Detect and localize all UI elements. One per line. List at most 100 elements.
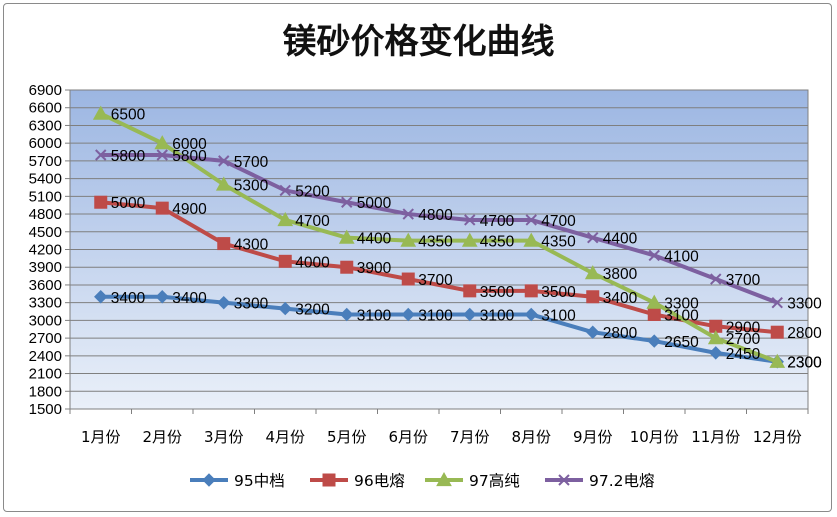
data-point — [769, 353, 786, 368]
legend-marker — [322, 473, 336, 487]
y-tick-label: 3000 — [29, 312, 62, 329]
x-tick-label: 12月份 — [753, 428, 802, 446]
data-point — [215, 176, 232, 191]
x-tick-label: 1月份 — [81, 428, 121, 446]
data-label: 5300 — [234, 178, 269, 195]
data-label: 5800 — [111, 148, 146, 165]
data-label: 3700 — [418, 272, 453, 289]
y-tick-label: 1800 — [29, 383, 62, 400]
data-point — [646, 294, 663, 309]
data-point — [340, 307, 354, 322]
x-tick-label: 7月份 — [450, 428, 490, 446]
data-label: 3300 — [234, 296, 269, 313]
data-label: 3400 — [172, 290, 207, 307]
legend-item: 96电熔 — [310, 472, 405, 490]
data-point — [94, 195, 108, 209]
y-tick-label: 6900 — [29, 82, 62, 99]
y-tick-label: 4500 — [29, 224, 62, 241]
data-point — [647, 334, 661, 348]
data-label: 4000 — [295, 254, 330, 271]
legend-marker — [558, 474, 570, 486]
legend-label: 97高纯 — [469, 472, 520, 490]
data-point — [218, 155, 230, 167]
data-point — [770, 325, 784, 339]
series-3 — [92, 105, 786, 368]
series-4 — [95, 149, 783, 309]
data-point — [464, 214, 476, 226]
x-tick-label: 5月份 — [327, 428, 367, 446]
legend-marker — [436, 471, 452, 487]
data-point — [277, 211, 294, 227]
x-tick-label: 11月份 — [691, 428, 740, 446]
data-point — [94, 290, 108, 304]
x-tick-label: 10月份 — [630, 428, 679, 446]
data-point — [400, 232, 417, 247]
y-tick-label: 2700 — [29, 330, 62, 347]
series-line — [99, 111, 778, 364]
data-label: 5000 — [111, 195, 146, 212]
data-point — [278, 301, 292, 316]
data-label: 3100 — [664, 307, 699, 324]
y-tick-label: 5400 — [29, 171, 62, 188]
legend-marker — [202, 473, 216, 487]
data-label: 2650 — [664, 334, 699, 351]
chart-title: 镁砂价格变化曲线 — [282, 22, 555, 62]
x-tick-label: 2月份 — [142, 428, 182, 446]
data-label: 3400 — [111, 290, 146, 307]
data-point — [709, 346, 723, 360]
data-label: 4700 — [480, 213, 515, 230]
data-label: 5800 — [172, 148, 207, 165]
data-label: 4400 — [357, 231, 392, 248]
series-1 — [94, 290, 784, 369]
data-point — [586, 290, 600, 304]
data-label: 3300 — [664, 296, 699, 313]
data-point — [525, 214, 537, 226]
y-tick-label: 5700 — [29, 153, 62, 170]
data-label: 4350 — [541, 234, 576, 251]
y-tick-label: 6000 — [29, 135, 62, 152]
data-label: 3300 — [787, 296, 822, 313]
y-axis: 1500180021002400270030003300360039004200… — [29, 82, 71, 418]
data-point — [524, 284, 538, 298]
data-point — [647, 307, 661, 321]
series-line — [100, 294, 778, 364]
legend-label: 97.2电熔 — [589, 472, 655, 490]
data-label: 6500 — [111, 107, 146, 124]
data-point — [648, 249, 660, 262]
data-label: 3800 — [603, 266, 638, 283]
data-label: 3100 — [357, 307, 392, 324]
data-point — [461, 232, 478, 247]
data-label: 2800 — [787, 325, 822, 342]
data-point — [155, 290, 169, 304]
data-label: 3200 — [295, 302, 330, 319]
y-tick-label: 3900 — [29, 259, 62, 276]
data-label: 4350 — [480, 234, 515, 251]
legend-item: 95中档 — [190, 472, 285, 490]
legend-item: 97.2电熔 — [545, 472, 655, 490]
data-label: 2900 — [726, 319, 761, 336]
data-point — [156, 149, 168, 161]
data-point — [340, 260, 354, 274]
data-label: 4300 — [234, 237, 269, 254]
data-point — [401, 307, 415, 322]
data-point — [278, 254, 292, 268]
y-tick-label: 6300 — [29, 117, 62, 134]
data-label: 2300 — [787, 355, 822, 372]
data-label: 3700 — [726, 272, 761, 289]
data-point — [586, 325, 600, 339]
legend-label: 95中档 — [234, 472, 285, 490]
x-tick-label: 4月份 — [265, 428, 305, 446]
data-label: 3400 — [603, 290, 638, 307]
data-point — [463, 307, 477, 322]
data-labels: 3400 3400 3300 3200 3100 3100 3100 3100 2800 2650… — [111, 107, 822, 372]
data-label: 3100 — [418, 307, 453, 324]
data-point — [771, 296, 783, 309]
data-label: 5700 — [234, 154, 269, 171]
data-point — [217, 295, 231, 310]
data-point — [279, 184, 291, 197]
data-label: 2800 — [603, 325, 638, 342]
data-label: 2450 — [726, 346, 761, 363]
data-point — [95, 149, 107, 161]
data-point — [401, 272, 415, 286]
